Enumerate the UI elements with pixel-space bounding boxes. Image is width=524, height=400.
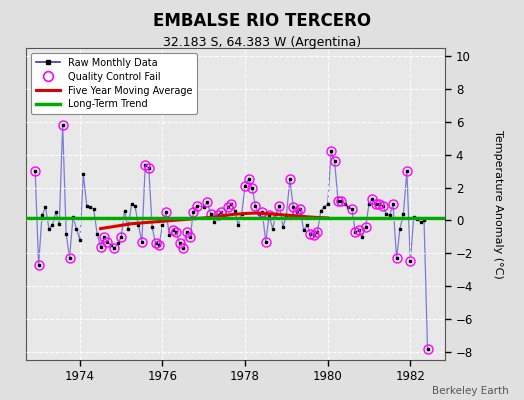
- Text: 32.183 S, 64.383 W (Argentina): 32.183 S, 64.383 W (Argentina): [163, 36, 361, 49]
- Text: EMBALSE RIO TERCERO: EMBALSE RIO TERCERO: [153, 12, 371, 30]
- Text: Berkeley Earth: Berkeley Earth: [432, 386, 508, 396]
- Legend: Raw Monthly Data, Quality Control Fail, Five Year Moving Average, Long-Term Tren: Raw Monthly Data, Quality Control Fail, …: [31, 53, 198, 114]
- Y-axis label: Temperature Anomaly (°C): Temperature Anomaly (°C): [493, 130, 503, 278]
